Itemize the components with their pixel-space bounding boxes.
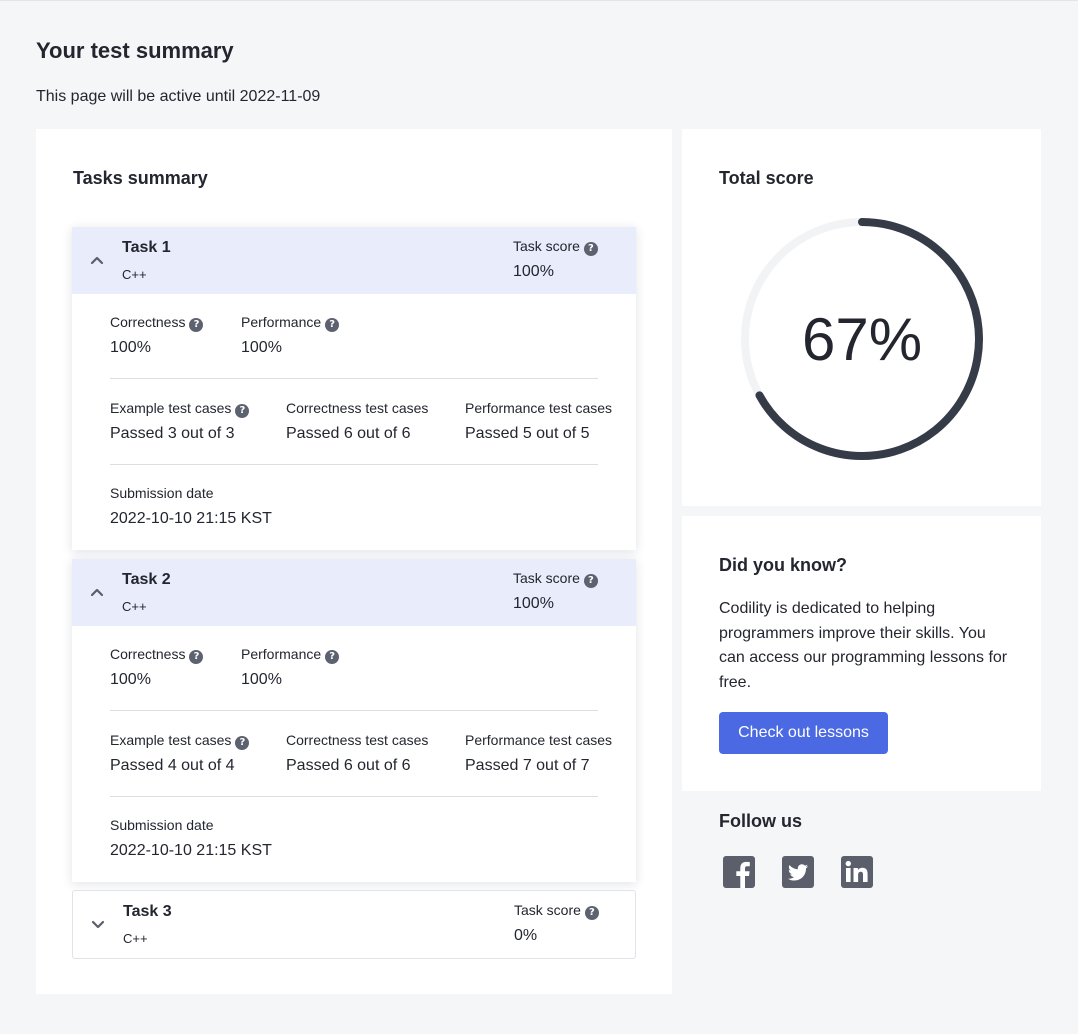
performance-cases-label: Performance test cases [465, 400, 613, 416]
divider [110, 378, 598, 379]
task-details-2: Correctness? 100% Performance? 100% Exam… [72, 626, 636, 882]
task-score-label: Task score? [514, 902, 599, 920]
example-cases-label: Example test cases? [110, 732, 250, 750]
top-divider [0, 0, 1078, 1]
correctness-value: 100% [110, 339, 151, 356]
performance-label: Performance? [241, 646, 340, 664]
score-ring [741, 218, 983, 460]
task-name: Task 3 [123, 903, 172, 920]
example-cases-label: Example test cases? [110, 400, 250, 418]
task-score-value: 100% [513, 595, 554, 612]
help-icon[interactable]: ? [583, 242, 598, 256]
help-icon[interactable]: ? [583, 574, 598, 588]
did-you-know-heading: Did you know? [719, 555, 847, 575]
check-out-lessons-button[interactable]: Check out lessons [719, 712, 888, 754]
submission-date-label: Submission date [110, 485, 214, 501]
divider [110, 464, 598, 465]
performance-value: 100% [241, 671, 282, 688]
task-header-1[interactable]: Task 1 C++ Task score? 100% [72, 227, 636, 294]
task-details-1: Correctness? 100% Performance? 100% Exam… [72, 294, 636, 550]
example-cases-value: Passed 3 out of 3 [110, 425, 235, 442]
help-icon[interactable]: ? [325, 650, 340, 664]
did-you-know-text: Codility is dedicated to helping program… [719, 600, 1008, 691]
did-you-know-panel: Did you know? Codility is dedicated to h… [682, 516, 1041, 791]
submission-date-label: Submission date [110, 817, 214, 833]
chevron-down-icon[interactable] [91, 917, 105, 931]
task-header-3[interactable]: Task 3 C++ Task score? 0% [73, 891, 635, 958]
task-name: Task 2 [122, 571, 171, 588]
help-icon[interactable]: ? [189, 318, 204, 332]
page-title: Your test summary [36, 38, 234, 63]
submission-date-value: 2022-10-10 21:15 KST [110, 842, 272, 859]
task-card-2: Task 2 C++ Task score? 100% Correctness?… [72, 559, 636, 882]
help-icon[interactable]: ? [235, 736, 250, 750]
chevron-up-icon[interactable] [90, 585, 104, 599]
active-until-text: This page will be active until 2022-11-0… [36, 88, 321, 105]
divider [110, 710, 598, 711]
performance-cases-value: Passed 5 out of 5 [465, 425, 590, 442]
correctness-cases-value: Passed 6 out of 6 [286, 425, 411, 442]
performance-cases-label: Performance test cases [465, 732, 613, 748]
task-card-1: Task 1 C++ Task score? 100% Correctness?… [72, 227, 636, 550]
tasks-summary-heading: Tasks summary [73, 168, 208, 188]
task-header-2[interactable]: Task 2 C++ Task score? 100% [72, 559, 636, 626]
correctness-cases-value: Passed 6 out of 6 [286, 757, 411, 774]
task-language: C++ [122, 599, 147, 614]
total-score-panel: Total score 67% [682, 129, 1041, 506]
task-score-value: 0% [514, 927, 538, 944]
correctness-value: 100% [110, 671, 151, 688]
example-cases-value: Passed 4 out of 4 [110, 757, 235, 774]
help-icon[interactable]: ? [189, 650, 204, 664]
total-score-value: 67% [801, 305, 923, 373]
twitter-icon[interactable] [782, 856, 814, 888]
linkedin-icon[interactable] [841, 856, 873, 888]
task-score-label: Task score? [513, 570, 598, 588]
correctness-cases-label: Correctness test cases [286, 400, 429, 416]
performance-label: Performance? [241, 314, 340, 332]
help-icon[interactable]: ? [584, 906, 599, 920]
correctness-cases-label: Correctness test cases [286, 732, 429, 748]
task-language: C++ [123, 931, 148, 946]
divider [110, 796, 598, 797]
performance-value: 100% [241, 339, 282, 356]
score-ring-arc [755, 218, 983, 460]
correctness-label: Correctness? [110, 646, 204, 664]
follow-us-heading: Follow us [719, 811, 802, 831]
tasks-summary-panel: Tasks summary Task 1 C++ Task score? 100… [36, 129, 672, 994]
correctness-label: Correctness? [110, 314, 204, 332]
task-name: Task 1 [122, 239, 171, 256]
chevron-up-icon[interactable] [90, 253, 104, 267]
submission-date-value: 2022-10-10 21:15 KST [110, 510, 272, 527]
facebook-icon[interactable] [723, 856, 755, 888]
total-score-heading: Total score [719, 168, 814, 188]
task-score-value: 100% [513, 263, 554, 280]
help-icon[interactable]: ? [325, 318, 340, 332]
task-score-label: Task score? [513, 238, 598, 256]
help-icon[interactable]: ? [235, 404, 250, 418]
task-card-3: Task 3 C++ Task score? 0% [72, 890, 636, 959]
task-language: C++ [122, 267, 147, 282]
performance-cases-value: Passed 7 out of 7 [465, 757, 590, 774]
